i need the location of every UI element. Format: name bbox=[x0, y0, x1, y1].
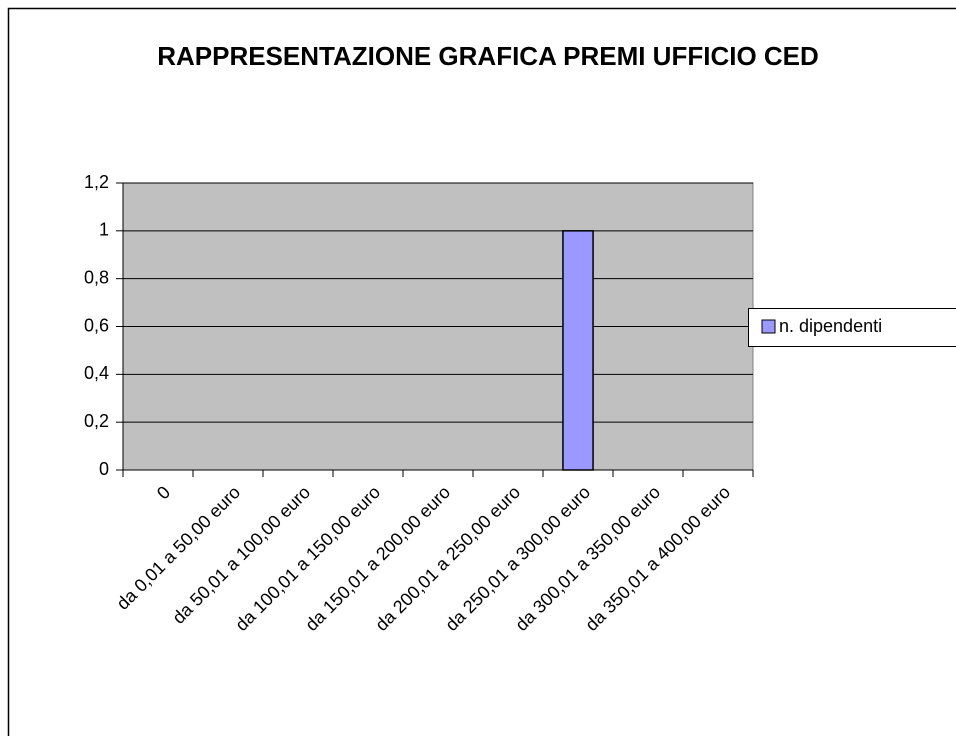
y-tick-label: 0,2 bbox=[84, 411, 109, 431]
y-tick-label: 1 bbox=[99, 220, 109, 240]
legend-label: n. dipendenti bbox=[779, 316, 882, 336]
bar bbox=[562, 230, 594, 471]
y-tick-label: 0,8 bbox=[84, 267, 109, 287]
y-tick-label: 0 bbox=[99, 459, 109, 479]
legend: n. dipendenti bbox=[748, 308, 956, 347]
y-tick-label: 0,4 bbox=[84, 363, 109, 383]
y-tick-label: 0,6 bbox=[84, 315, 109, 335]
y-tick-label: 1,2 bbox=[84, 172, 109, 192]
legend-swatch bbox=[761, 319, 776, 334]
legend-box bbox=[748, 308, 956, 347]
chart-title: RAPPRESENTAZIONE GRAFICA PREMI UFFICIO C… bbox=[157, 41, 819, 71]
